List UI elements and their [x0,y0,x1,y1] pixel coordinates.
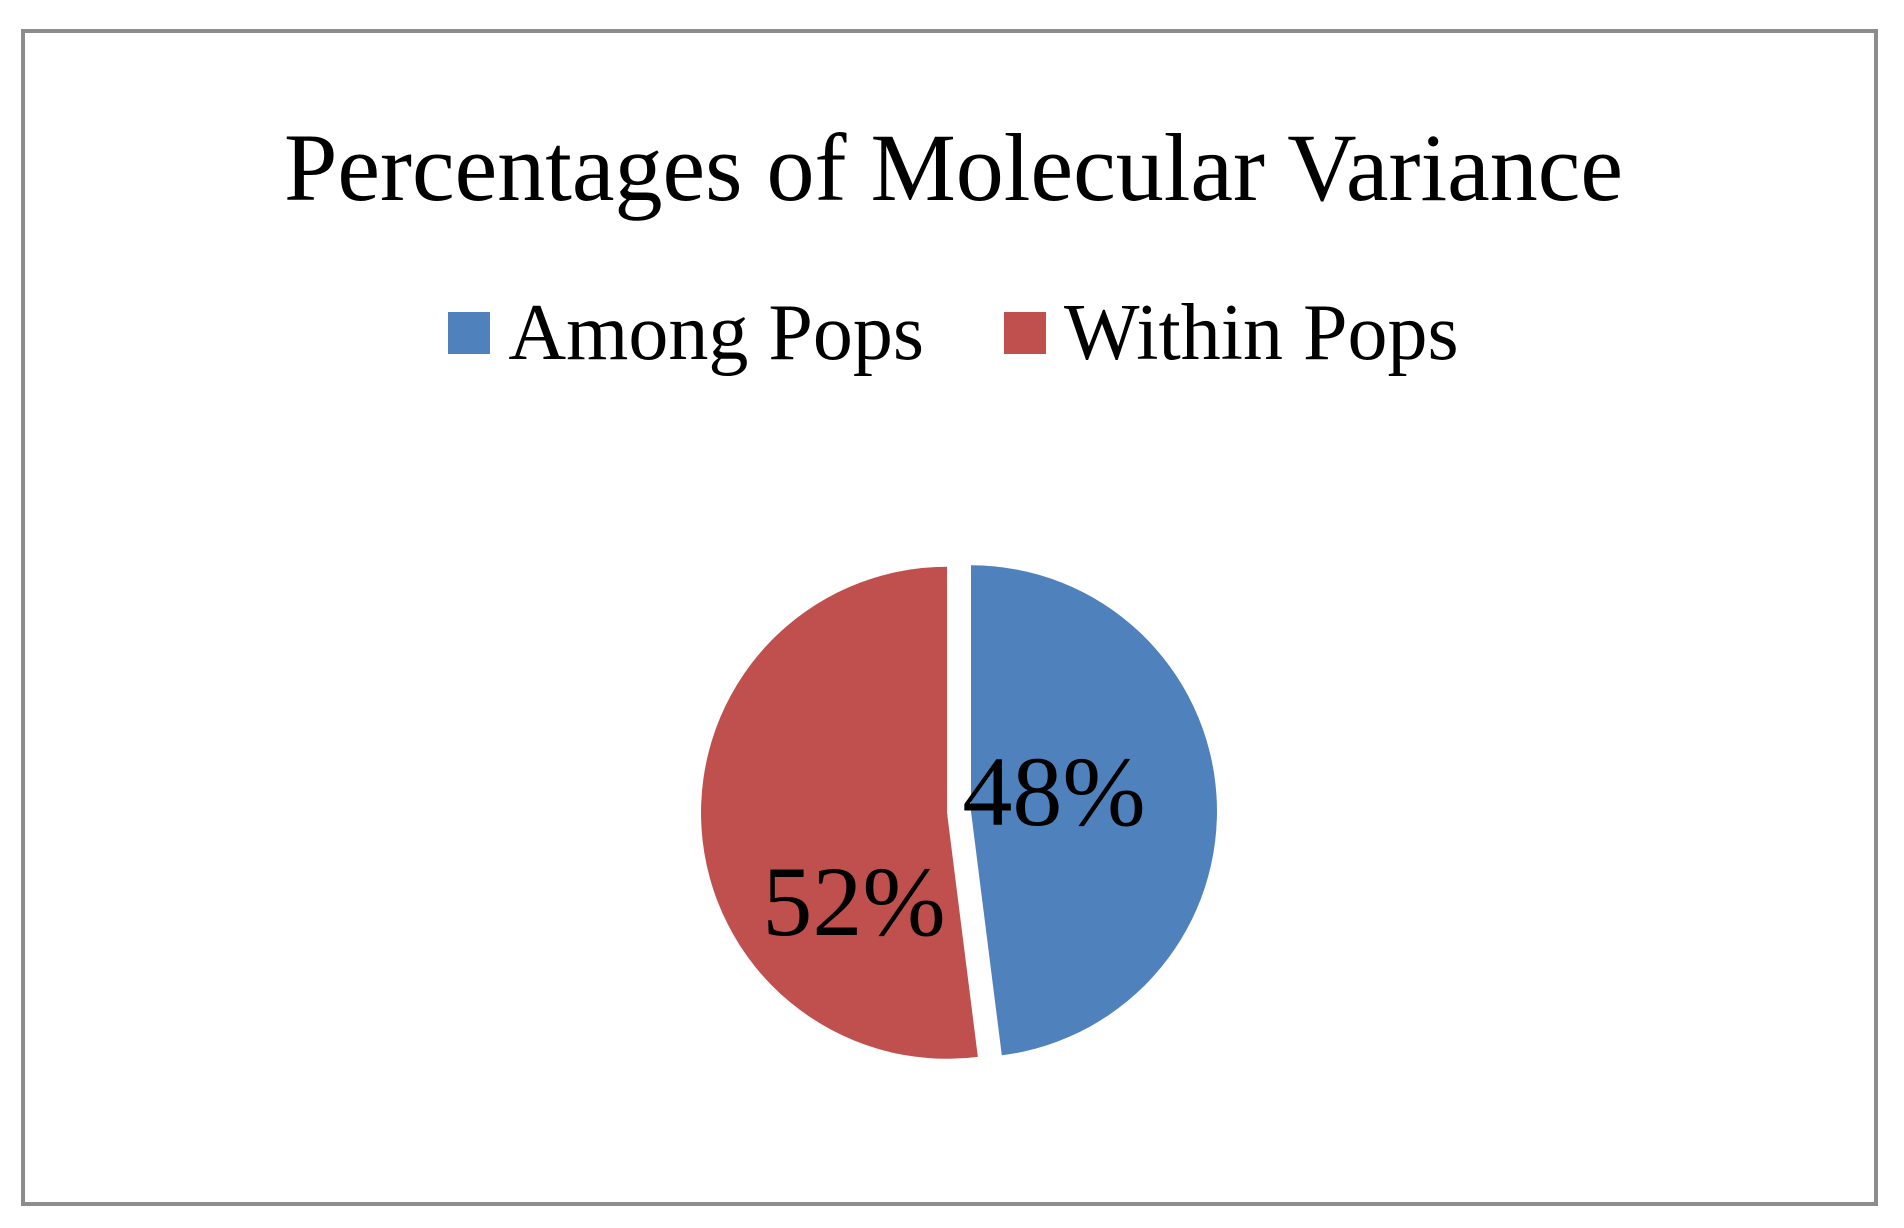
chart-area: Percentages of Molecular Variance Among … [21,29,1878,1206]
pie-slice-among-pops [970,565,1217,1056]
legend-label-among-pops: Among Pops [508,289,924,377]
pie-slices: 48%52% [701,565,1217,1059]
slice-label-among-pops: 48% [962,736,1145,847]
pie-slice-within-pops [701,566,978,1059]
legend-label-within-pops: Within Pops [1064,289,1459,377]
chart-title: Percentages of Molecular Variance [284,114,1623,221]
legend-swatch-among-pops [448,312,491,354]
legend: Among Pops Within Pops [25,288,1882,378]
legend-item-among-pops: Among Pops [448,288,924,378]
pie-chart: 48%52% [701,565,1217,1059]
legend-swatch-within-pops [1004,312,1046,354]
slice-label-within-pops: 52% [762,846,945,957]
legend-item-within-pops: Within Pops [1004,288,1459,378]
